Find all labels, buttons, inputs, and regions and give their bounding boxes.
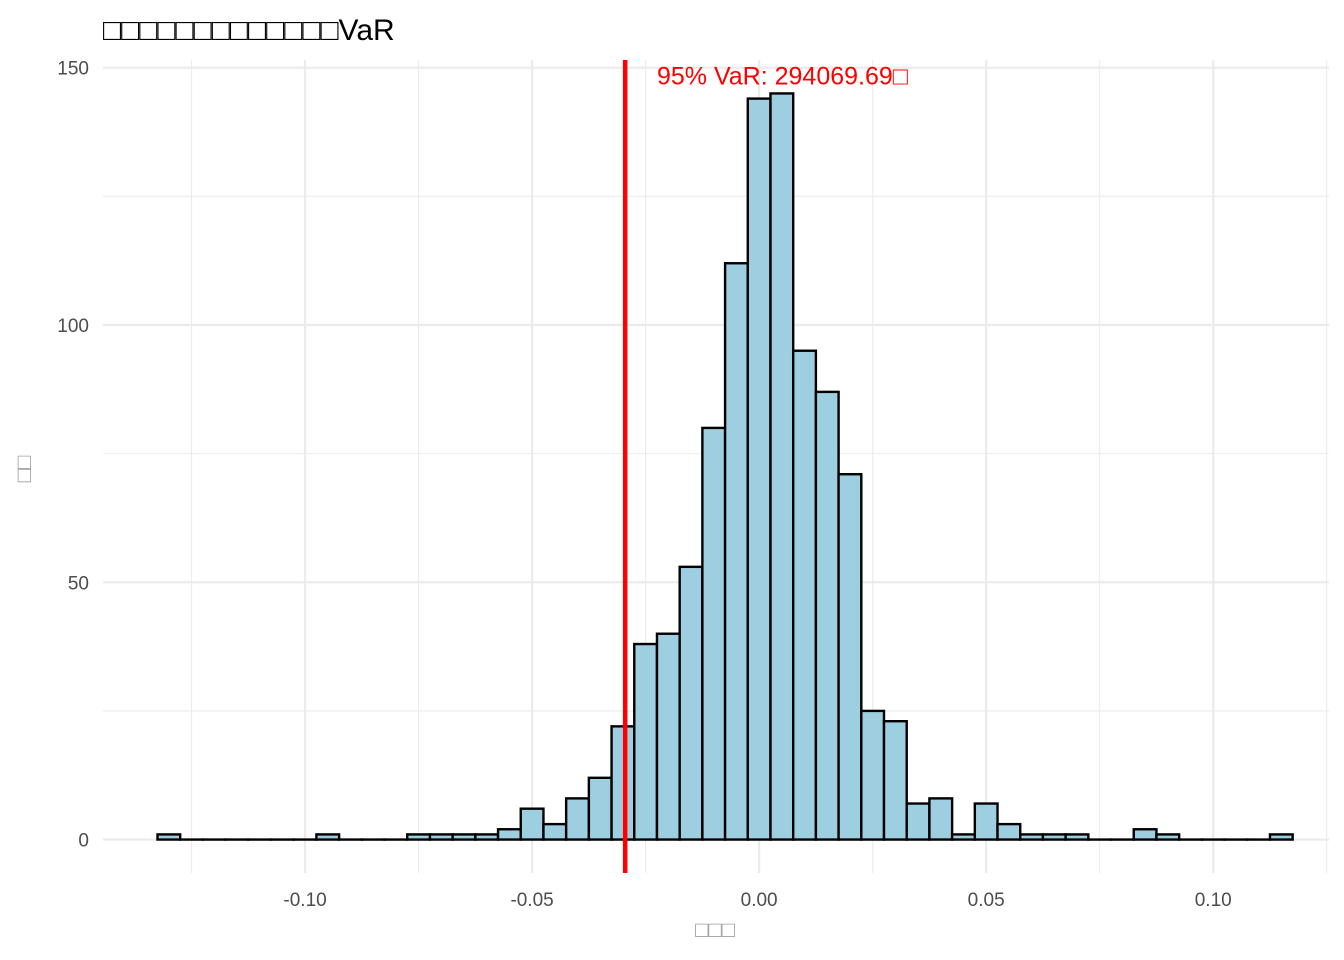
histogram-bar (1041, 833, 1067, 841)
x-tick-label: -0.10 (283, 890, 326, 911)
histogram-bar (769, 92, 795, 841)
histogram-bar (814, 390, 840, 841)
histogram-bar (496, 828, 522, 841)
var-annotation: 95% VaR: 294069.69□ (657, 62, 909, 90)
histogram-bar (156, 833, 182, 841)
histogram-bar (633, 642, 659, 841)
x-axis-ticks: -0.10 -0.05 0.00 0.05 0.10 (283, 890, 1231, 911)
histogram-bar (315, 833, 341, 841)
var-annotation-group: 95% VaR: 294069.69□ (657, 62, 909, 90)
histogram-bar (1155, 833, 1181, 841)
x-tick-label: 0.05 (968, 890, 1005, 911)
y-tick-label: 50 (68, 573, 89, 594)
y-tick-label: 0 (78, 831, 89, 852)
histogram-bar (860, 709, 886, 841)
histogram-bar (1132, 828, 1158, 841)
histogram-bar (610, 725, 636, 841)
histogram-bar (519, 807, 545, 841)
histogram-bars (156, 92, 1294, 841)
histogram-bar (973, 802, 999, 841)
histogram-bar (564, 797, 591, 841)
histogram-bar (678, 565, 704, 841)
y-tick-label: 100 (57, 316, 89, 337)
histogram-bar (451, 833, 477, 841)
y-tick-label: 150 (57, 59, 89, 80)
histogram-bar (655, 632, 681, 841)
histogram-bar (587, 776, 613, 841)
histogram-bar (905, 802, 931, 841)
histogram-bar (406, 833, 432, 841)
histogram-bar (928, 797, 954, 841)
histogram-bar (428, 833, 454, 841)
histogram-bar (1019, 833, 1045, 841)
histogram-bar (542, 822, 568, 841)
histogram-bar (474, 833, 500, 841)
histogram-bar (1268, 833, 1294, 841)
histogram-bar (701, 426, 727, 841)
y-axis-ticks: 0 50 100 150 (57, 59, 89, 852)
y-axis-title: □□ (11, 456, 36, 483)
histogram-bar (746, 97, 772, 841)
x-tick-label: -0.05 (510, 890, 553, 911)
histogram-bar (996, 822, 1022, 841)
histogram-bar (723, 262, 749, 841)
histogram-bar (950, 833, 977, 841)
x-tick-label: 0.00 (741, 890, 778, 911)
histogram-bar (1064, 833, 1090, 841)
histogram-bar (791, 349, 818, 841)
chart-title: □□□□□□□□□□□□□VaR (103, 14, 395, 47)
histogram-bar (837, 473, 863, 841)
x-axis-title: □□□ (695, 917, 735, 942)
x-tick-label: 0.10 (1195, 890, 1232, 911)
histogram-bar (882, 720, 908, 841)
